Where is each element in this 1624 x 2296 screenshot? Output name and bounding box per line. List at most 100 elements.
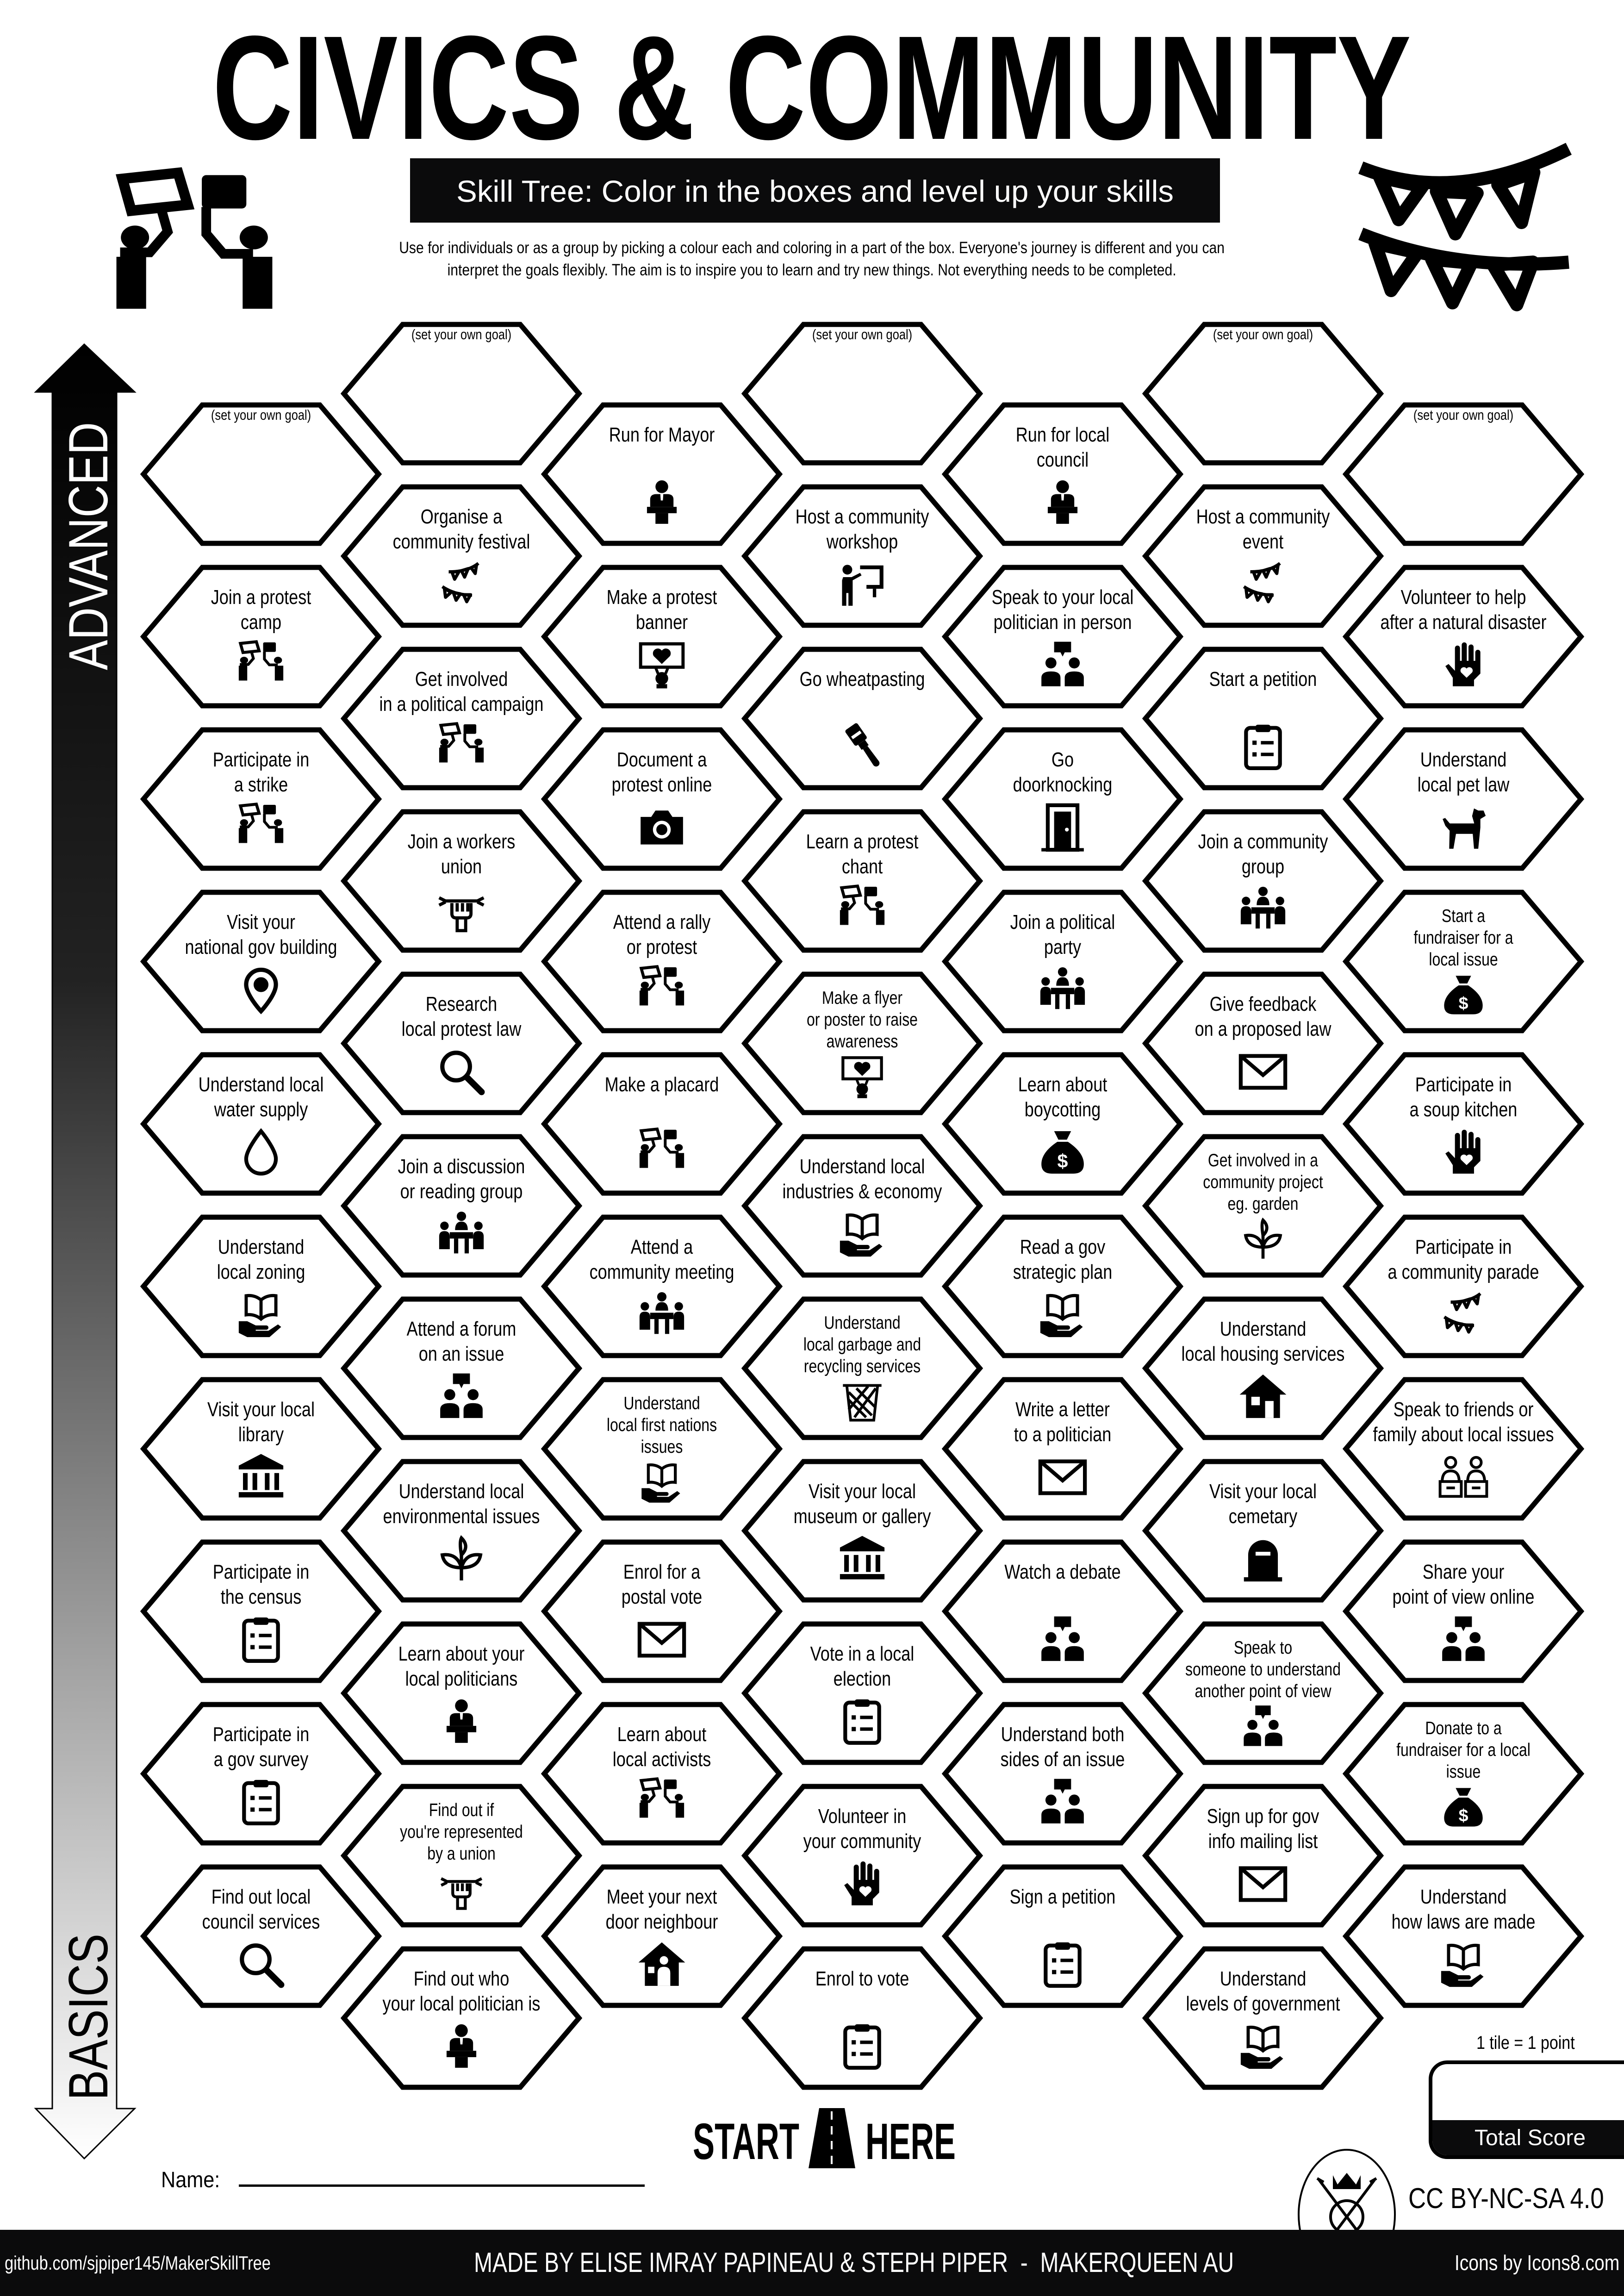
skill-tile[interactable]: Get involved in a political campaign (341, 647, 582, 790)
skill-tile[interactable]: Find out if you're represented by a unio… (341, 1784, 582, 1928)
skill-tile-label: Understand local water supply (198, 1073, 324, 1121)
skill-tile[interactable]: Join a community group (1142, 809, 1384, 953)
skill-tile[interactable]: Understand levels of government (1142, 1946, 1384, 2090)
skill-tile[interactable]: Understand local zoning (140, 1214, 382, 1358)
hexagon-box (1142, 484, 1384, 628)
hexagon-box (341, 1621, 582, 1765)
skill-tile[interactable]: Understand local water supply (140, 1052, 382, 1196)
skill-tile[interactable]: Start a fundraiser for a local issue (1343, 890, 1584, 1033)
skill-tile-label: Speak to your local politician in person (991, 586, 1134, 634)
skill-tile-label: Go wheatpasting (799, 668, 925, 691)
skill-tile[interactable]: Share your point of view online (1343, 1539, 1584, 1683)
skill-tile[interactable]: Donate to a fundraiser for a local issue (1343, 1702, 1584, 1846)
skill-tile[interactable]: Make a placard (541, 1052, 783, 1196)
repo-link[interactable]: github.com/sjpiper145/MakerSkillTree (5, 2252, 271, 2274)
skill-tile-label: Run for Mayor (609, 423, 715, 446)
skill-tile[interactable]: Join a protest camp (140, 565, 382, 709)
hexagon-box (140, 565, 382, 709)
skill-tile-label: Make a protest banner (606, 586, 717, 634)
grave-icon (1238, 1534, 1288, 1585)
skill-tile[interactable]: Run for Mayor (541, 402, 783, 546)
skill-tile[interactable]: Participate in a community parade (1343, 1214, 1584, 1358)
hexagon-box (140, 727, 382, 871)
skill-tile[interactable]: Start a petition (1142, 647, 1384, 790)
skill-tile-label: Speak to friends or family about local i… (1373, 1398, 1554, 1446)
skill-tile[interactable]: Attend a forum on an issue (341, 1296, 582, 1440)
skill-tile[interactable]: Join a political party (942, 890, 1183, 1033)
skill-tile[interactable]: Organise a community festival (341, 484, 582, 628)
skill-tile[interactable]: Go doorknocking (942, 727, 1183, 871)
house-icon (1238, 1371, 1288, 1422)
skill-tile[interactable]: Speak to your local politician in person (942, 565, 1183, 709)
skill-tile[interactable]: Watch a debate (942, 1539, 1183, 1683)
skill-tile[interactable]: Learn a protest chant (741, 809, 983, 953)
skill-tile[interactable]: Meet your next door neighbour (541, 1864, 783, 2008)
skill-tile[interactable]: Make a flyer or poster to raise awarenes… (741, 971, 983, 1115)
skill-tile[interactable]: Understand local pet law (1343, 727, 1584, 871)
skill-tile[interactable]: Visit your local library (140, 1377, 382, 1521)
skill-tile[interactable]: Participate in a soup kitchen (1343, 1052, 1584, 1196)
skill-tile[interactable]: Vote in a local election (741, 1621, 983, 1765)
name-field[interactable] (239, 2166, 645, 2187)
hexagon-box (140, 1864, 382, 2008)
skill-tile[interactable]: Join a discussion or reading group (341, 1134, 582, 1278)
skill-tile-label: Visit your national gov building (185, 911, 337, 958)
skill-tile[interactable]: Learn about your local politicians (341, 1621, 582, 1765)
skill-tile[interactable]: Understand how laws are made (1343, 1864, 1584, 2008)
skill-tile[interactable]: Host a community workshop (741, 484, 983, 628)
skill-tile[interactable]: Run for local council (942, 402, 1183, 546)
skill-tile-custom-goal[interactable]: (set your own goal) (140, 402, 382, 546)
total-score-box[interactable]: Total Score (1429, 2060, 1624, 2159)
skill-tile[interactable]: Give feedback on a proposed law (1142, 971, 1384, 1115)
skill-tile[interactable]: Understand local first nations issues (541, 1377, 783, 1521)
skill-tile[interactable]: Speak to someone to understand another p… (1142, 1621, 1384, 1765)
skill-tile[interactable]: Visit your local museum or gallery (741, 1459, 983, 1603)
people-talking-icon (1438, 1614, 1489, 1665)
skill-tile[interactable]: Volunteer to help after a natural disast… (1343, 565, 1584, 709)
skill-tile[interactable]: Learn about local activists (541, 1702, 783, 1846)
skill-tile[interactable]: Understand local housing services (1142, 1296, 1384, 1440)
skill-tile[interactable]: Find out who your local politician is (341, 1946, 582, 2090)
skill-tile[interactable]: Sign a petition (942, 1864, 1183, 2008)
placards-icon (636, 964, 687, 1015)
skill-tile[interactable]: Go wheatpasting (741, 647, 983, 790)
skill-tile-custom-goal[interactable]: (set your own goal) (1142, 322, 1384, 466)
icons-credit[interactable]: Icons by Icons8.com (1454, 2251, 1619, 2275)
skill-tile-custom-goal[interactable]: (set your own goal) (741, 322, 983, 466)
skill-tile-label: Get involved in a political campaign (379, 668, 544, 716)
skill-tile[interactable]: Volunteer in your community (741, 1784, 983, 1928)
skill-tile[interactable]: Participate in the census (140, 1539, 382, 1683)
hexagon-box (741, 322, 983, 466)
skill-tile[interactable]: Enrol for a postal vote (541, 1539, 783, 1683)
skill-tile[interactable]: Read a gov strategic plan (942, 1214, 1183, 1358)
skill-tile-label: Join a protest camp (211, 586, 311, 634)
skill-tile[interactable]: Visit your local cemetary (1142, 1459, 1384, 1603)
skill-tile[interactable]: Attend a rally or protest (541, 890, 783, 1033)
hexagon-box (1142, 1621, 1384, 1765)
skill-tile[interactable]: Understand local environmental issues (341, 1459, 582, 1603)
skill-tile[interactable]: Visit your national gov building (140, 890, 382, 1033)
union-icon (436, 884, 487, 935)
skill-tile-custom-goal[interactable]: (set your own goal) (341, 322, 582, 466)
skill-tile[interactable]: Participate in a gov survey (140, 1702, 382, 1846)
skill-tile[interactable]: Research local protest law (341, 971, 582, 1115)
skill-tile[interactable]: Attend a community meeting (541, 1214, 783, 1358)
skill-tile[interactable]: Participate in a strike (140, 727, 382, 871)
skill-tile[interactable]: Sign up for gov info mailing list (1142, 1784, 1384, 1928)
skill-tile[interactable]: Understand both sides of an issue (942, 1702, 1183, 1846)
skill-tile[interactable]: Find out local council services (140, 1864, 382, 2008)
skill-tile[interactable]: Speak to friends or family about local i… (1343, 1377, 1584, 1521)
skill-tile[interactable]: Host a community event (1142, 484, 1384, 628)
skill-tile-custom-goal[interactable]: (set your own goal) (1343, 402, 1584, 546)
skill-tile[interactable]: Understand local industries & economy (741, 1134, 983, 1278)
skill-tile[interactable]: Understand local garbage and recycling s… (741, 1296, 983, 1440)
skill-tile[interactable]: Learn about boycotting (942, 1052, 1183, 1196)
skill-tile[interactable]: Get involved in a community project eg. … (1142, 1134, 1384, 1278)
skill-tile[interactable]: Document a protest online (541, 727, 783, 871)
hand-heart-icon (1438, 1127, 1489, 1178)
start-label: START (693, 2113, 799, 2170)
skill-tile[interactable]: Join a workers union (341, 809, 582, 953)
skill-tile[interactable]: Write a letter to a politician (942, 1377, 1183, 1521)
skill-tile[interactable]: Make a protest banner (541, 565, 783, 709)
skill-tile[interactable]: Enrol to vote (741, 1946, 983, 2090)
